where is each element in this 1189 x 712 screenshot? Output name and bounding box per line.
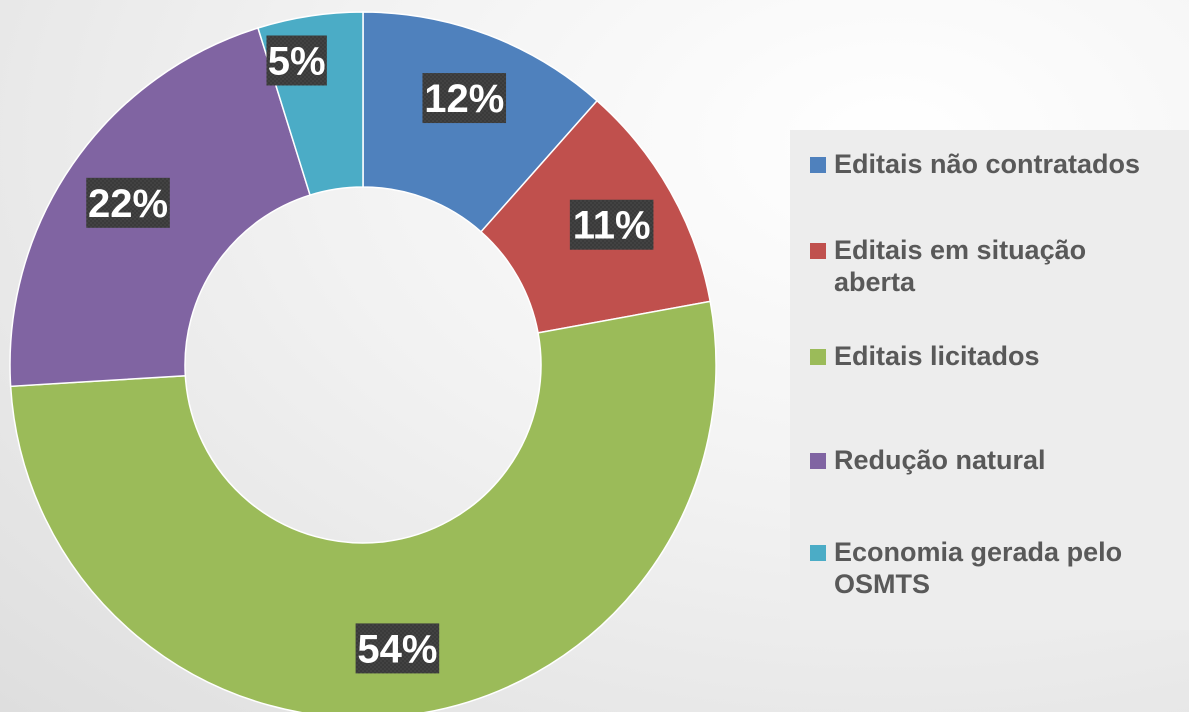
data-label-box bbox=[355, 623, 440, 674]
legend-item[interactable]: Editais não contratados bbox=[810, 144, 1185, 180]
legend-label: Editais não contratados bbox=[834, 149, 1141, 179]
legend-item[interactable]: Redução natural bbox=[810, 440, 1185, 476]
data-label-box bbox=[569, 199, 654, 250]
data-label-text: 12% bbox=[424, 77, 504, 121]
legend: Editais não contratados Editais em situa… bbox=[790, 130, 1189, 630]
legend-item[interactable]: Editais licitados bbox=[810, 336, 1185, 372]
data-label-text: 54% bbox=[357, 627, 437, 671]
data-label-text: 11% bbox=[573, 204, 651, 248]
legend-item[interactable]: Editais em situação aberta bbox=[810, 230, 1185, 298]
data-label: 12% bbox=[422, 73, 507, 124]
data-label-text: 5% bbox=[268, 40, 326, 84]
legend-swatch-icon bbox=[810, 545, 826, 561]
legend-label: Editais em situação aberta bbox=[834, 235, 1087, 297]
legend-label: Editais licitados bbox=[834, 341, 1040, 371]
legend-item[interactable]: Economia gerada pelo OSMTS bbox=[810, 532, 1185, 600]
slice-editais-licitados[interactable] bbox=[9, 300, 717, 712]
legend-swatch-icon bbox=[810, 157, 826, 173]
legend-swatch-icon bbox=[810, 453, 826, 469]
data-label-text: 22% bbox=[88, 182, 168, 226]
data-label-box bbox=[266, 35, 327, 86]
legend-swatch-icon bbox=[810, 243, 826, 259]
legend-label: Economia gerada pelo OSMTS bbox=[834, 537, 1123, 599]
legend-swatch-icon bbox=[810, 349, 826, 365]
data-label: 5% bbox=[266, 35, 327, 86]
donut-slices bbox=[9, 11, 717, 712]
legend-label: Redução natural bbox=[834, 445, 1046, 475]
data-label-box bbox=[86, 177, 170, 228]
data-label: 22% bbox=[86, 177, 170, 228]
data-labels: 12% 11% 54% 22% 5% bbox=[86, 35, 654, 674]
data-label: 11% bbox=[569, 199, 654, 250]
data-label-box bbox=[422, 73, 507, 124]
data-label: 54% bbox=[355, 623, 440, 674]
